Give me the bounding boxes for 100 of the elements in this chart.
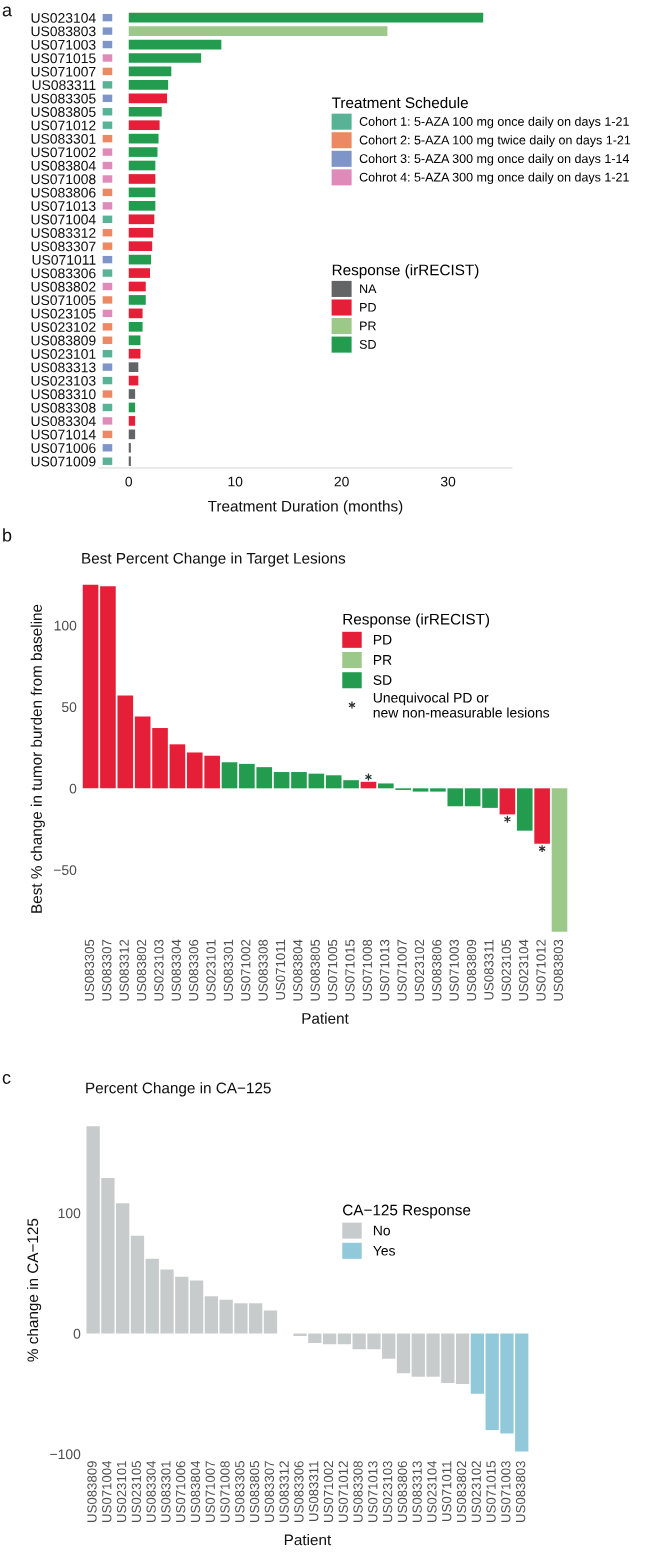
x-tick-label: US023105 [131, 1461, 141, 1522]
bar [82, 584, 99, 789]
x-tick-label: US023105 [501, 939, 511, 1001]
y-tick-label: US083312 [31, 228, 96, 238]
x-axis-title: Treatment Duration (months) [208, 500, 403, 515]
y-axis-title: Best % change in tumor burden from baseline [30, 604, 45, 913]
bar [128, 442, 131, 453]
y-tick-label: US071002 [31, 147, 96, 158]
bar [128, 53, 202, 63]
bar [128, 321, 143, 332]
x-tick-label: US071005 [327, 939, 338, 1001]
text: Treatment Schedule [331, 96, 468, 109]
bar [134, 716, 151, 789]
text: c [2, 1074, 11, 1084]
x-tick-label: US023102 [471, 1461, 481, 1522]
x-tick-label: US071011 [275, 939, 286, 1000]
legend-label: Cohrot 4: 5-AZA 300 mg once daily on days 1-21 [359, 172, 629, 185]
bar [128, 268, 151, 278]
x-tick-label: US071012 [338, 1461, 348, 1522]
x-tick-label: US083804 [190, 1460, 201, 1522]
x-tick-label: US083313 [412, 1461, 422, 1522]
legend-label: SD [373, 675, 392, 685]
y-tick-label: US083306 [31, 268, 96, 279]
x-tick-label: US071007 [397, 939, 407, 1001]
legend-label: Cohort 2: 5-AZA 100 mg twice daily on days 1-21 [359, 135, 631, 147]
bar [221, 762, 238, 789]
bar [128, 120, 160, 131]
bar [128, 241, 153, 252]
bar [128, 254, 152, 265]
y-tick-label: US083802 [31, 281, 96, 292]
x-tick-label: US071007 [205, 1461, 215, 1522]
y-tick-label: US083310 [31, 389, 96, 400]
x-tick-label: 10 [228, 476, 243, 487]
x-tick-label: US071008 [362, 939, 372, 1001]
x-tick-label: US071003 [501, 1461, 511, 1522]
x-tick-label: US083304 [146, 1460, 156, 1522]
x-tick-label: US071002 [241, 939, 251, 1001]
legend-label: PR [373, 655, 392, 665]
x-tick-label: US023101 [206, 939, 216, 1001]
x-tick-label: US083803 [515, 1461, 526, 1522]
bar [128, 66, 172, 77]
legend-label: NA [360, 284, 377, 294]
legend-label: PD [360, 302, 376, 312]
legend-label: No [373, 1225, 390, 1236]
y-tick-label: US023103 [31, 375, 96, 386]
x-tick-label: US083804 [293, 939, 303, 1001]
bar [128, 93, 168, 104]
legend-label: Unequivocal PD or new non-measurable lesions [373, 692, 550, 718]
legend-title: Response (irRECIST) [343, 613, 490, 628]
legend-label: Cohort 3: 5-AZA 300 mg once daily on days 1-14 [359, 153, 630, 166]
bar [128, 160, 156, 171]
x-tick-label: US083301 [161, 1461, 171, 1522]
chart-title: Percent Change in CA−125 [86, 1082, 271, 1097]
x-tick-label: US083308 [353, 1461, 363, 1522]
x-tick-label: US071013 [368, 1461, 378, 1522]
x-tick-label: US071011 [442, 1461, 452, 1521]
bar [128, 389, 136, 399]
bar [378, 783, 394, 789]
x-tick-label: US071006 [176, 1461, 186, 1522]
bar [263, 1310, 278, 1334]
x-tick-label: 30 [440, 476, 456, 487]
bar [128, 227, 154, 238]
y-tick-label: US083301 [31, 133, 96, 144]
bar [322, 1333, 337, 1345]
bar [482, 788, 498, 808]
x-tick-label: US083802 [456, 1461, 467, 1522]
legend-label: SD [359, 339, 376, 349]
bar [152, 728, 168, 789]
y-tick-label: US071005 [31, 295, 96, 306]
x-tick-label: US083803 [553, 939, 564, 1001]
bar [128, 456, 131, 467]
y-tick-label: US071009 [31, 456, 96, 467]
x-tick-label: US083806 [397, 1461, 408, 1522]
y-tick-label: −100 [50, 1449, 81, 1460]
y-tick-label: US071003 [31, 39, 96, 50]
y-tick-label: US071004 [31, 214, 96, 225]
bar [499, 788, 516, 815]
bar [412, 788, 429, 792]
x-tick-label: US023104 [518, 939, 529, 1001]
bar [128, 308, 143, 319]
bar [308, 773, 325, 789]
x-tick-label: US023102 [414, 939, 425, 1001]
x-axis-title: Patient [302, 1012, 349, 1024]
y-tick-label: US071013 [31, 201, 96, 212]
y-tick-label: US071014 [31, 429, 96, 440]
bar [189, 1280, 204, 1334]
bar [128, 26, 388, 36]
chart-title: Best Percent Change in Target Lesions [82, 552, 346, 567]
bar [128, 147, 158, 157]
x-tick-label: US071015 [345, 939, 355, 1001]
y-tick-label: US083803 [31, 26, 96, 37]
bar [396, 1333, 411, 1374]
y-tick-label: US071008 [31, 174, 96, 185]
y-tick-label: US071006 [31, 443, 96, 453]
bar [534, 788, 550, 844]
bar [128, 133, 159, 144]
y-tick-label: 100 [58, 1208, 81, 1219]
bar [130, 1235, 145, 1334]
y-tick-label: US083809 [31, 335, 96, 346]
bar [516, 788, 533, 831]
